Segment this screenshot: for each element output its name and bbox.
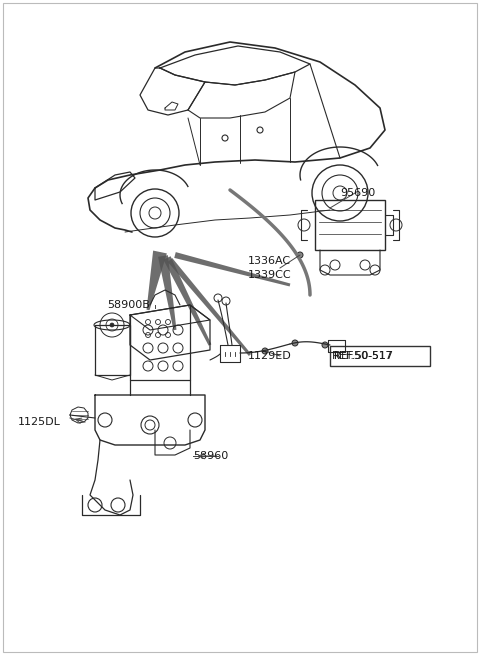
Polygon shape <box>168 258 251 356</box>
Bar <box>330 346 430 366</box>
Text: 1336AC: 1336AC <box>248 256 291 266</box>
Circle shape <box>322 342 328 348</box>
Bar <box>315 200 385 250</box>
Polygon shape <box>174 252 290 286</box>
Polygon shape <box>163 256 211 346</box>
Text: 1125DL: 1125DL <box>18 417 61 427</box>
Circle shape <box>110 323 114 327</box>
Text: REF.50-517: REF.50-517 <box>334 351 392 361</box>
Circle shape <box>262 348 268 354</box>
Circle shape <box>292 340 298 346</box>
Text: 1129ED: 1129ED <box>248 351 292 361</box>
Text: 1339CC: 1339CC <box>248 270 292 280</box>
Text: REF.50-517: REF.50-517 <box>332 351 394 361</box>
Text: 58900B: 58900B <box>107 300 150 310</box>
Polygon shape <box>146 251 167 310</box>
Polygon shape <box>158 255 177 330</box>
Circle shape <box>297 252 303 258</box>
Text: 58960: 58960 <box>193 451 228 461</box>
Text: 95690: 95690 <box>340 188 375 198</box>
